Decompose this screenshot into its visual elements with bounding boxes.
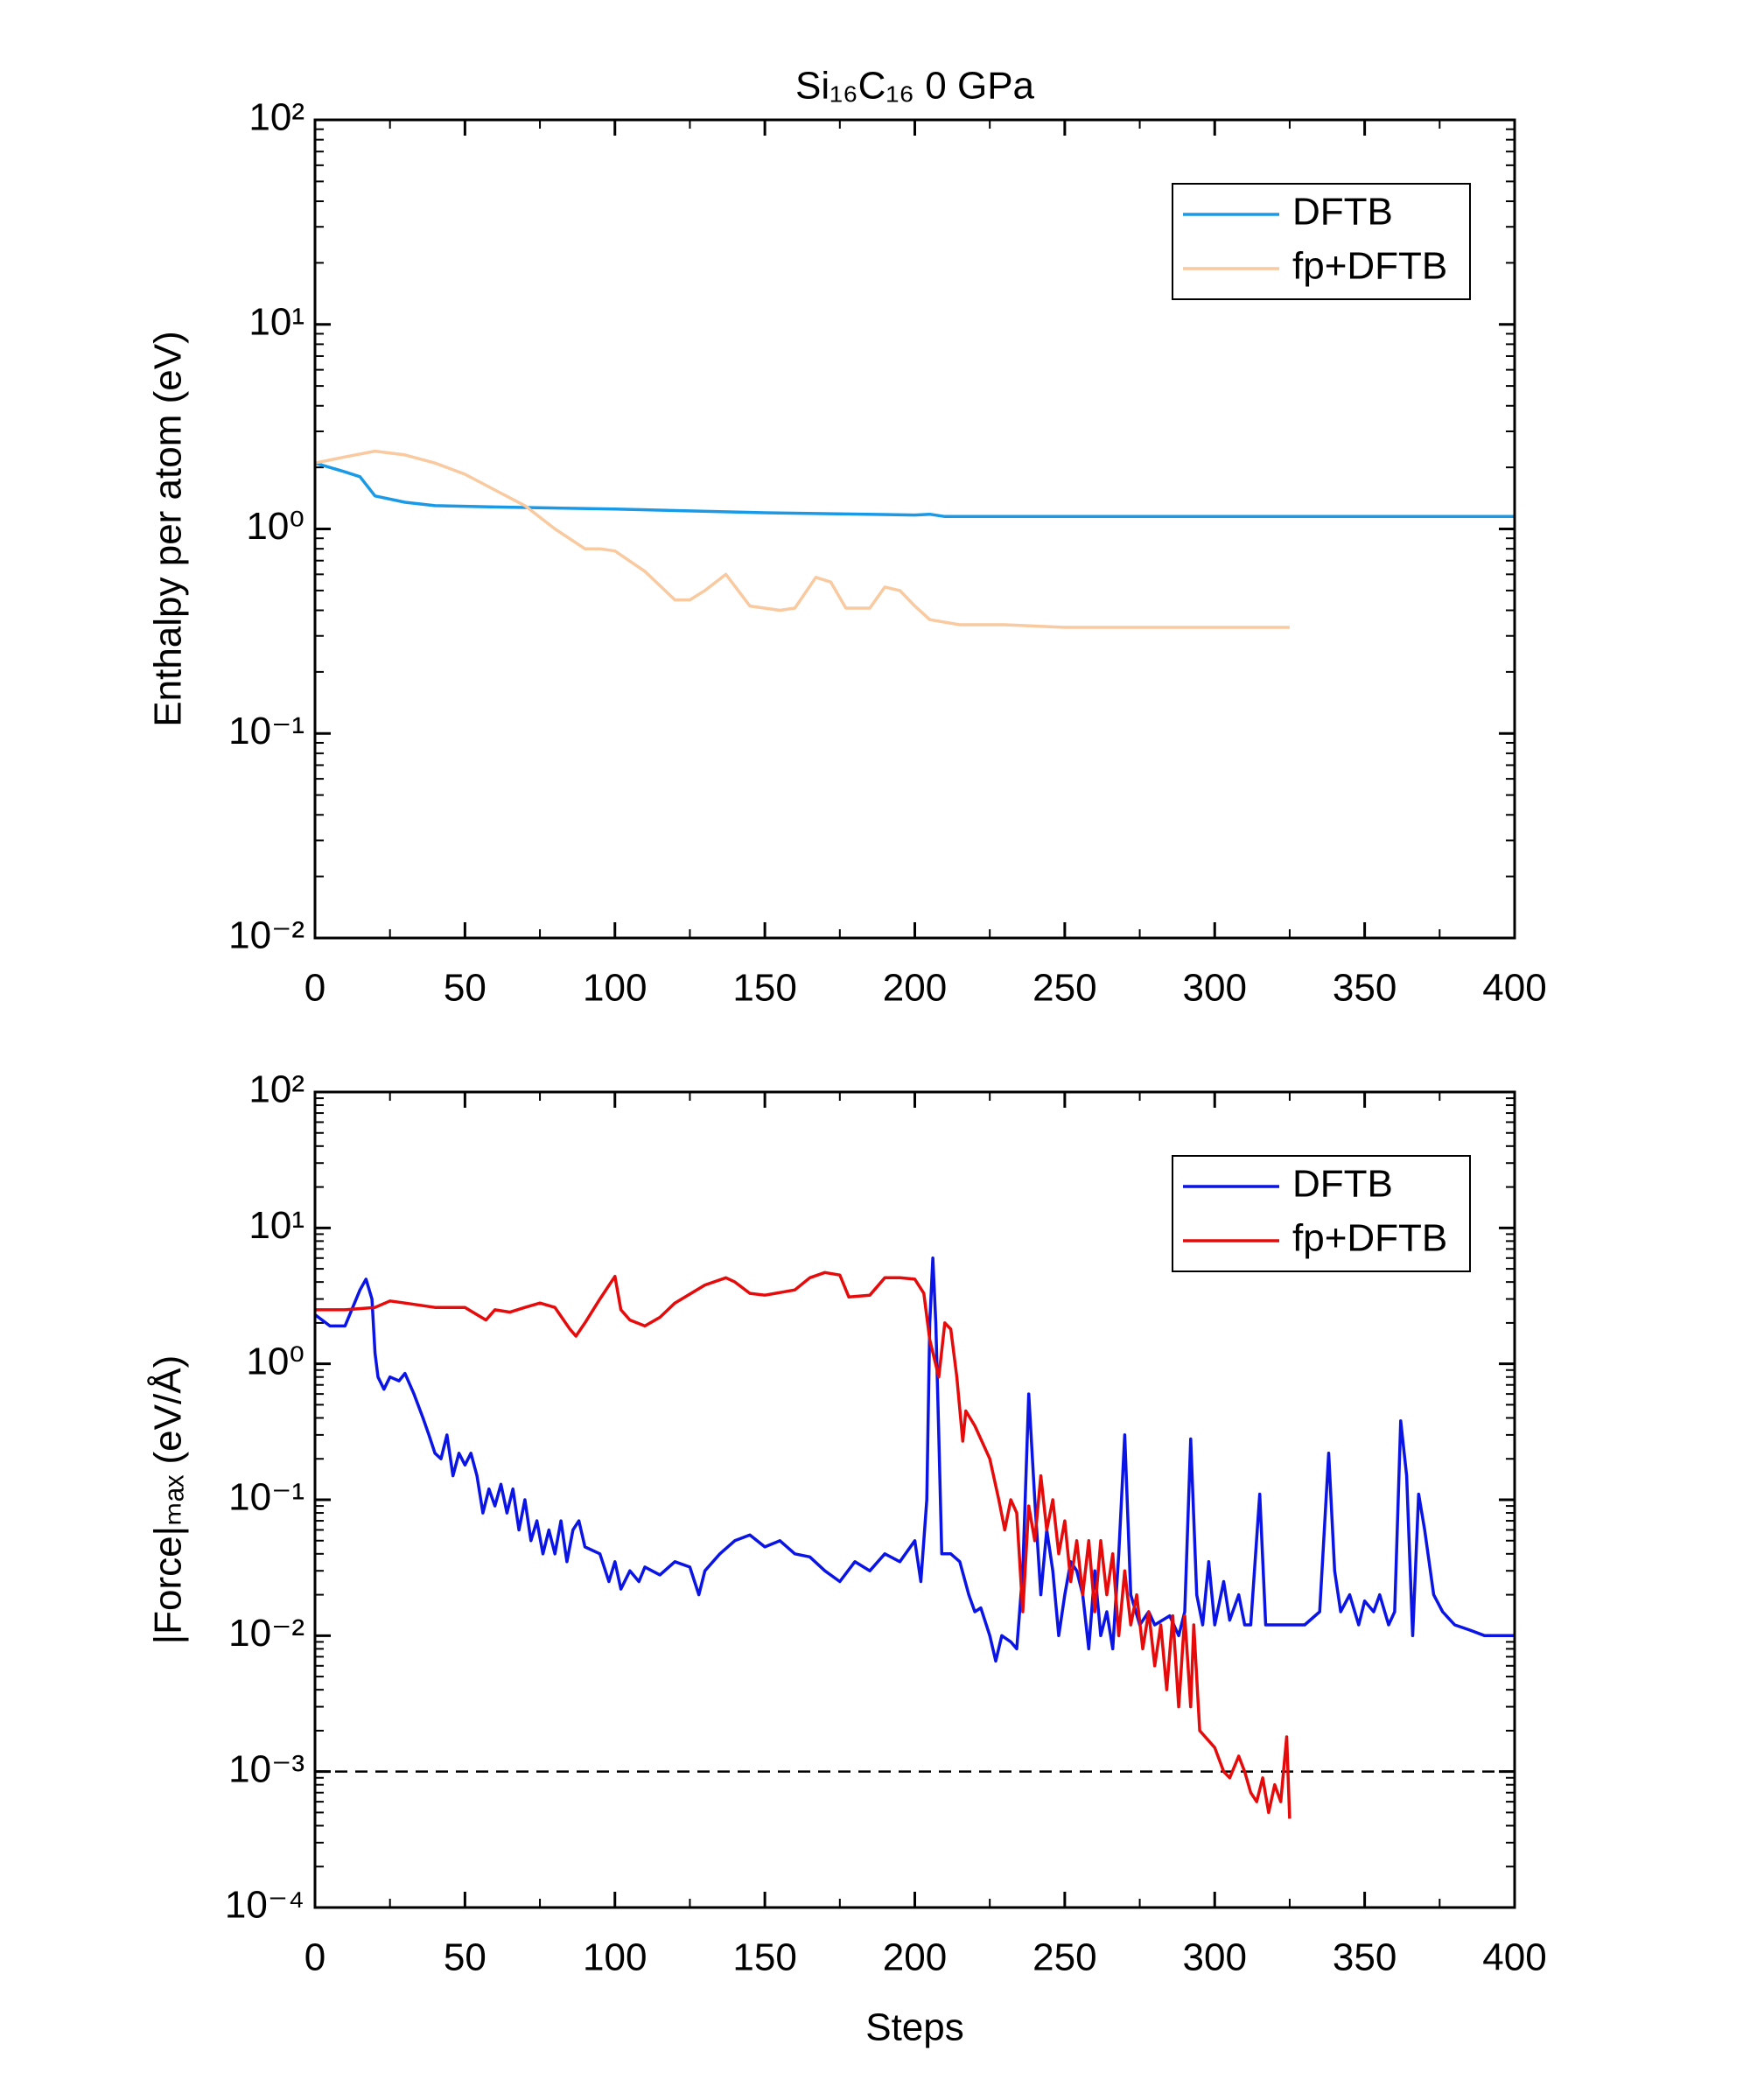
- y-tick-label: 10⁰: [246, 1340, 304, 1382]
- data-line: [315, 1270, 1292, 1819]
- x-tick-label: 400: [1482, 967, 1546, 1010]
- x-tick-label: 200: [883, 967, 947, 1010]
- y-tick-label: 10⁻¹: [228, 710, 304, 752]
- chart-title: Si₁₆C₁₆ 0 GPa: [795, 65, 1035, 108]
- x-tick-label: 350: [1333, 967, 1396, 1010]
- x-tick-label: 250: [1032, 1936, 1096, 1979]
- y-axis-label: Enthalpy per atom (eV): [147, 331, 190, 726]
- x-tick-label: 200: [883, 1936, 947, 1979]
- y-tick-label: 10⁻¹: [228, 1476, 304, 1519]
- data-line: [314, 461, 1515, 519]
- legend-box: [1172, 183, 1471, 300]
- x-tick-label: 400: [1482, 1936, 1546, 1979]
- legend-box: [1172, 1155, 1471, 1272]
- y-tick-label: 10⁻²: [228, 914, 304, 957]
- x-tick-label: 100: [583, 967, 647, 1010]
- x-tick-label: 0: [304, 967, 326, 1010]
- y-tick-label: 10⁻⁴: [225, 1884, 304, 1927]
- x-tick-label: 150: [732, 967, 796, 1010]
- y-tick-label: 10¹: [248, 1204, 304, 1247]
- y-tick-label: 10⁰: [246, 505, 304, 548]
- x-tick-label: 300: [1183, 1936, 1247, 1979]
- x-tick-label: 300: [1183, 967, 1247, 1010]
- x-tick-label: 250: [1032, 967, 1096, 1010]
- y-tick-label: 10¹: [248, 300, 304, 343]
- data-line: [314, 449, 1290, 629]
- x-tick-label: 50: [444, 1936, 486, 1979]
- x-tick-label: 100: [583, 1936, 647, 1979]
- y-tick-label: 10²: [248, 1068, 304, 1111]
- data-line: [313, 1256, 1515, 1663]
- y-axis-label: |Force|ₘₐₓ (eV/Å): [147, 1355, 190, 1644]
- x-axis-label: Steps: [865, 2006, 964, 2049]
- y-tick-label: 10²: [248, 96, 304, 139]
- x-tick-label: 0: [304, 1936, 326, 1979]
- legend-label: DFTB: [1292, 191, 1393, 234]
- plot-frame: [313, 1090, 1516, 1909]
- x-tick-label: 50: [444, 967, 486, 1010]
- x-tick-label: 150: [732, 1936, 796, 1979]
- x-tick-label: 350: [1333, 1936, 1396, 1979]
- plot-frame: [313, 118, 1516, 940]
- legend-label: DFTB: [1292, 1163, 1393, 1206]
- y-tick-label: 10⁻²: [228, 1612, 304, 1655]
- y-tick-label: 10⁻³: [228, 1747, 304, 1790]
- legend-label: fp+DFTB: [1292, 245, 1447, 288]
- legend-label: fp+DFTB: [1292, 1217, 1447, 1260]
